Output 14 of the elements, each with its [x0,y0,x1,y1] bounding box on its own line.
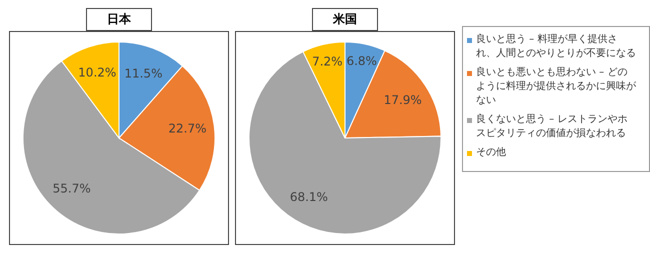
data-label: 22.7% [168,122,207,136]
data-label: 17.9% [384,93,422,108]
data-label: 68.1% [290,190,328,204]
legend-label: 良くないと思う – レストランやホスピタリティの価値が損なわれる [476,113,628,141]
data-label: 55.7% [52,181,91,196]
data-label: 7.2% [312,54,343,68]
legend-label: 良いと思う – 料理が早く提供され、人間とのやりとりが不要になる [476,33,636,61]
data-label: 10.2% [78,65,116,80]
chart-title: 米国 [312,8,378,31]
legend-label: その他 [476,146,507,160]
data-label: 6.8% [346,54,377,68]
data-label: 11.5% [124,66,162,80]
chart-title: 日本 [86,8,152,31]
legend-label: 良いとも悪いとも思わない – どのように料理が提供されるかに興味がない [476,66,636,108]
